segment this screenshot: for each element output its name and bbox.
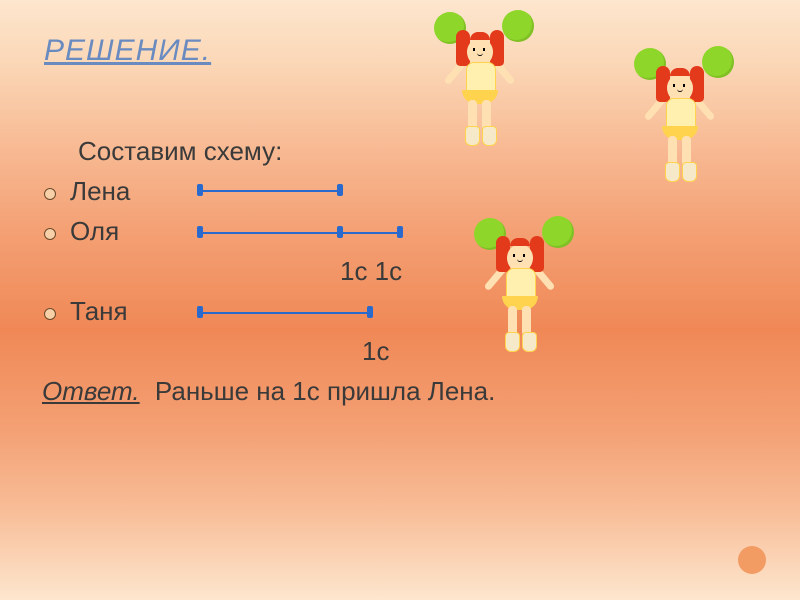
schema-tick: [197, 306, 203, 318]
schema-row-tanya: Таня: [44, 296, 128, 327]
cheerleader-icon: [640, 48, 720, 188]
corner-dot-icon: [738, 546, 766, 574]
interval-label-olya: 1с 1с: [340, 256, 402, 287]
bullet-icon: [44, 228, 56, 240]
schema-row-lena: Лена: [44, 176, 130, 207]
schema-row-label: Таня: [70, 296, 128, 327]
schema-tick: [397, 226, 403, 238]
schema-tick: [197, 184, 203, 196]
schema-tick: [337, 184, 343, 196]
schema-row-label: Оля: [70, 216, 119, 247]
interval-label-tanya: 1с: [362, 336, 389, 367]
schema-tick: [197, 226, 203, 238]
bullet-icon: [44, 188, 56, 200]
schema-row-olya: Оля: [44, 216, 119, 247]
cheerleader-icon: [480, 218, 560, 358]
schema-row-label: Лена: [70, 176, 130, 207]
answer-line: Ответ. Раньше на 1с пришла Лена.: [42, 376, 495, 407]
schema-tick: [337, 226, 343, 238]
slide: РЕШЕНИЕ. Составим схему: Лена Оля Таня 1…: [0, 0, 800, 600]
schema-tick: [367, 306, 373, 318]
answer-text: Раньше на 1с пришла Лена.: [155, 376, 495, 406]
schema-bar: [200, 232, 400, 234]
schema-bar: [200, 190, 340, 192]
answer-label: Ответ.: [42, 376, 140, 406]
cheerleader-icon: [440, 12, 520, 152]
bullet-icon: [44, 308, 56, 320]
schema-bar: [200, 312, 370, 314]
slide-subtitle: Составим схему:: [78, 136, 282, 167]
slide-title: РЕШЕНИЕ.: [44, 34, 211, 68]
